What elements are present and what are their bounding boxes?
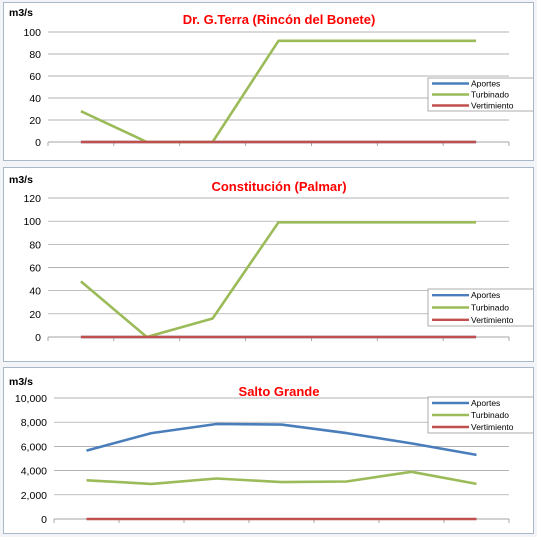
- chart-title: Constitución (Palmar): [211, 179, 346, 194]
- y-tick-label: 80: [29, 49, 41, 61]
- legend-label: Turbinado: [471, 90, 509, 100]
- y-tick-label: 60: [29, 71, 41, 83]
- y-tick-label: 0: [35, 332, 41, 344]
- y-tick-label: 120: [23, 193, 41, 205]
- y-axis-label: m3/s: [9, 376, 33, 388]
- series-line-turbinado: [86, 470, 477, 486]
- chart-panel-palmar: 0 20 40 60 80 100 120 m3/s Constitución (Palmar)…: [3, 167, 534, 362]
- y-tick-label: 20: [29, 115, 41, 127]
- legend-label: Vertimiento: [471, 422, 514, 432]
- legend-label: Aportes: [471, 290, 500, 300]
- chart-panel-salto-grande: 0 2,000 4,000 6,000 8,000 10,000 m3/s Salto Gra…: [3, 367, 534, 534]
- series-line-turbinado: [80, 39, 477, 144]
- y-axis-label: m3/s: [9, 7, 33, 19]
- y-tick-label: 20: [29, 309, 41, 321]
- legend-label: Aportes: [471, 79, 500, 89]
- y-tick-label: 40: [29, 93, 41, 105]
- y-tick-label: 6,000: [21, 441, 47, 453]
- legend-label: Vertimiento: [471, 315, 514, 325]
- series-line-aportes: [86, 422, 477, 457]
- chart-title: Salto Grande: [239, 384, 320, 399]
- chart-terra: 0 20 40 60 80 100 m3/s Dr. G.Terra (Rincón del …: [9, 7, 533, 149]
- series-line-turbinado: [80, 220, 477, 339]
- chart-salto-grande: 0 2,000 4,000 6,000 8,000 10,000 m3/s Salto Gra…: [9, 376, 533, 526]
- y-tick-label: 10,000: [15, 393, 47, 405]
- chart-title: Dr. G.Terra (Rincón del Bonete): [183, 12, 376, 27]
- y-tick-label: 100: [23, 216, 41, 228]
- legend-label: Turbinado: [471, 303, 509, 313]
- y-axis-label: m3/s: [9, 174, 33, 186]
- y-tick-label: 4,000: [21, 466, 47, 478]
- legend-label: Turbinado: [471, 410, 509, 420]
- legend-label: Aportes: [471, 398, 500, 408]
- y-tick-label: 60: [29, 263, 41, 275]
- y-tick-label: 40: [29, 286, 41, 298]
- legend-label: Vertimiento: [471, 101, 514, 111]
- chart-palmar: 0 20 40 60 80 100 120 m3/s Constitución (Palmar)…: [9, 174, 533, 344]
- y-tick-label: 0: [41, 514, 47, 526]
- y-tick-label: 80: [29, 239, 41, 251]
- y-tick-label: 0: [35, 137, 41, 149]
- y-tick-label: 8,000: [21, 417, 47, 429]
- y-tick-label: 100: [23, 27, 41, 39]
- y-tick-label: 2,000: [21, 490, 47, 502]
- chart-panel-terra: 0 20 40 60 80 100 m3/s Dr. G.Terra (Rincón del …: [3, 2, 534, 161]
